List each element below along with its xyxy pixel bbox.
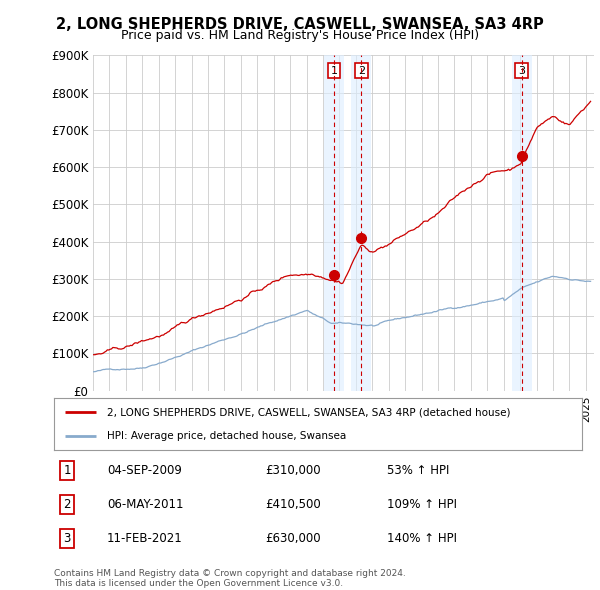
Text: Contains HM Land Registry data © Crown copyright and database right 2024.
This d: Contains HM Land Registry data © Crown c… bbox=[54, 569, 406, 588]
Text: Price paid vs. HM Land Registry's House Price Index (HPI): Price paid vs. HM Land Registry's House … bbox=[121, 30, 479, 42]
Text: 1: 1 bbox=[331, 65, 337, 76]
Text: 1: 1 bbox=[64, 464, 71, 477]
Text: 2, LONG SHEPHERDS DRIVE, CASWELL, SWANSEA, SA3 4RP (detached house): 2, LONG SHEPHERDS DRIVE, CASWELL, SWANSE… bbox=[107, 407, 510, 417]
Text: £630,000: £630,000 bbox=[265, 532, 321, 545]
Text: 2, LONG SHEPHERDS DRIVE, CASWELL, SWANSEA, SA3 4RP: 2, LONG SHEPHERDS DRIVE, CASWELL, SWANSE… bbox=[56, 17, 544, 31]
Text: 11-FEB-2021: 11-FEB-2021 bbox=[107, 532, 182, 545]
Bar bbox=[512, 55, 532, 391]
Bar bbox=[352, 55, 371, 391]
Text: HPI: Average price, detached house, Swansea: HPI: Average price, detached house, Swan… bbox=[107, 431, 346, 441]
Text: 2: 2 bbox=[64, 498, 71, 511]
Text: £410,500: £410,500 bbox=[265, 498, 321, 511]
Text: 06-MAY-2011: 06-MAY-2011 bbox=[107, 498, 184, 511]
Bar bbox=[324, 55, 344, 391]
Text: 04-SEP-2009: 04-SEP-2009 bbox=[107, 464, 182, 477]
Text: 140% ↑ HPI: 140% ↑ HPI bbox=[386, 532, 457, 545]
Text: 53% ↑ HPI: 53% ↑ HPI bbox=[386, 464, 449, 477]
Text: 109% ↑ HPI: 109% ↑ HPI bbox=[386, 498, 457, 511]
Text: 3: 3 bbox=[518, 65, 525, 76]
Text: £310,000: £310,000 bbox=[265, 464, 321, 477]
Text: 2: 2 bbox=[358, 65, 365, 76]
Text: 3: 3 bbox=[64, 532, 71, 545]
